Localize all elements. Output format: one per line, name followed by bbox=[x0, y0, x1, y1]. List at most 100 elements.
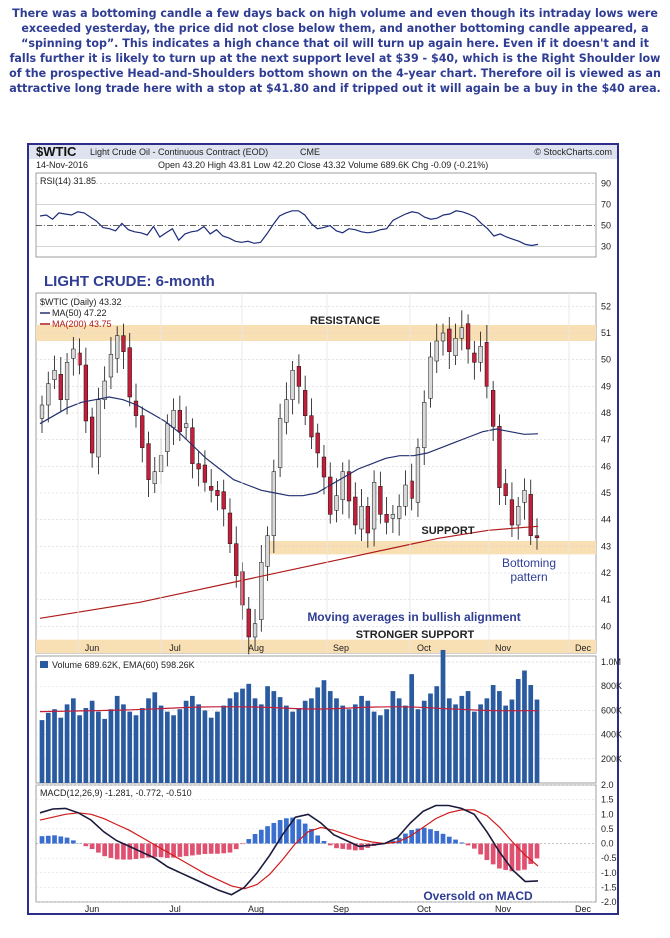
volume-bar bbox=[102, 718, 108, 783]
macd-month-label: Nov bbox=[495, 904, 512, 914]
candle-down bbox=[365, 506, 370, 534]
macd-month-label: Aug bbox=[248, 904, 264, 914]
volume-bar bbox=[265, 686, 270, 783]
volume-bar bbox=[240, 688, 245, 783]
volume-bar bbox=[396, 698, 402, 783]
volume-bar bbox=[171, 715, 176, 783]
ma50-legend: MA(50) 47.22 bbox=[52, 308, 107, 318]
macd-histogram-bar-negative bbox=[208, 843, 214, 854]
candle-up bbox=[359, 506, 364, 530]
macd-histogram-bar-negative bbox=[497, 843, 502, 869]
price-month-label: Jul bbox=[169, 643, 181, 653]
macd-histogram-bar-positive bbox=[440, 833, 446, 844]
candle-up bbox=[390, 514, 396, 519]
stronger-support-band bbox=[36, 639, 596, 653]
macd-histogram-bar-negative bbox=[96, 843, 101, 853]
macd-histogram-bar-positive bbox=[459, 842, 465, 844]
volume-bar bbox=[352, 704, 358, 783]
candle-down bbox=[133, 400, 139, 416]
candle-up bbox=[52, 370, 57, 380]
candle-up bbox=[46, 383, 51, 406]
macd-month-label: Oct bbox=[417, 904, 432, 914]
chart-exchange: CME bbox=[300, 147, 320, 157]
volume-bar bbox=[434, 686, 440, 783]
volume-chart: 1.0M 800K 600K 400K 200K bbox=[36, 649, 622, 783]
candle-up bbox=[516, 506, 521, 526]
volume-bar bbox=[164, 711, 170, 783]
volume-bar bbox=[114, 695, 120, 783]
macd-histogram-bar-negative bbox=[478, 843, 483, 855]
macd-tick-label: 2.0 bbox=[601, 780, 614, 790]
price-tick-label: 46 bbox=[601, 461, 611, 471]
volume-tick-label: 800K bbox=[601, 681, 622, 691]
volume-bar bbox=[478, 704, 483, 783]
macd-histogram-bar-negative bbox=[240, 843, 245, 845]
macd-histogram-bar-negative bbox=[183, 843, 189, 857]
candle-up bbox=[453, 338, 458, 356]
macd-histogram-bar-negative bbox=[127, 843, 133, 860]
macd-histogram-bar-negative bbox=[522, 843, 527, 870]
candle-down bbox=[209, 486, 214, 491]
volume-tick-label: 400K bbox=[601, 730, 622, 740]
macd-histogram-bar-negative bbox=[102, 843, 108, 857]
macd-histogram-bar-positive bbox=[434, 830, 440, 844]
volume-bar bbox=[465, 691, 471, 783]
rsi-tick-label: 90 bbox=[601, 179, 611, 189]
macd-histogram-bar-negative bbox=[121, 843, 126, 860]
stronger-support-label: STRONGER SUPPORT bbox=[356, 629, 475, 641]
price-month-label: Jun bbox=[85, 643, 100, 653]
macd-month-label: Jun bbox=[85, 904, 100, 914]
macd-histogram-bar-negative bbox=[334, 843, 339, 849]
volume-bar bbox=[271, 691, 277, 783]
macd-histogram-bar-positive bbox=[252, 834, 258, 844]
macd-month-label: Jul bbox=[169, 904, 181, 914]
candle-up bbox=[415, 447, 421, 503]
macd-histogram-bar-negative bbox=[490, 843, 496, 865]
volume-bar bbox=[227, 698, 233, 783]
volume-tick-label: 600K bbox=[601, 705, 622, 715]
volume-bar bbox=[528, 685, 534, 783]
volume-tick-label: 200K bbox=[601, 754, 622, 764]
candle-up bbox=[340, 471, 345, 500]
candle-up bbox=[334, 495, 339, 511]
macd-histogram-bar-negative bbox=[515, 843, 521, 871]
volume-bar bbox=[378, 715, 383, 783]
macd-signal-line bbox=[39, 809, 539, 890]
volume-bar bbox=[409, 674, 415, 783]
price-tick-label: 42 bbox=[601, 568, 611, 578]
volume-bar bbox=[390, 691, 396, 783]
volume-bar bbox=[284, 705, 289, 783]
macd-histogram-bar-positive bbox=[265, 826, 270, 844]
macd-histogram-bar-negative bbox=[171, 843, 176, 858]
volume-bar bbox=[346, 709, 352, 783]
chart-date: 14-Nov-2016 bbox=[36, 160, 88, 170]
macd-histogram-bar-negative bbox=[83, 843, 89, 847]
price-legend: $WTIC (Daily) 43.32 bbox=[40, 297, 122, 307]
price-tick-label: 45 bbox=[601, 488, 611, 498]
candle-down bbox=[89, 416, 95, 454]
volume-bar bbox=[334, 698, 339, 783]
volume-bar bbox=[534, 699, 540, 783]
candle-up bbox=[459, 327, 464, 339]
resistance-label: RESISTANCE bbox=[310, 315, 380, 327]
candle-up bbox=[96, 399, 101, 458]
macd-histogram-bar-negative bbox=[346, 843, 352, 850]
macd-histogram-bar-negative bbox=[139, 843, 145, 859]
price-month-label: Oct bbox=[417, 643, 432, 653]
macd-histogram-bar-negative bbox=[340, 843, 346, 849]
candle-up bbox=[71, 348, 76, 359]
macd-histogram-bar-negative bbox=[114, 843, 120, 860]
volume-bar bbox=[58, 717, 64, 783]
candle-up bbox=[522, 490, 527, 503]
volume-bar bbox=[146, 698, 151, 783]
macd-histogram-bar-negative bbox=[503, 843, 509, 870]
macd-histogram-bar-positive bbox=[409, 829, 415, 844]
candle-down bbox=[140, 415, 145, 448]
macd-tick-label: 1.0 bbox=[601, 809, 614, 819]
candle-down bbox=[202, 464, 208, 483]
candle-down bbox=[309, 415, 314, 438]
volume-bar bbox=[522, 670, 527, 783]
volume-bar bbox=[121, 704, 126, 783]
candle-down bbox=[146, 443, 151, 480]
candle-down bbox=[509, 499, 515, 526]
